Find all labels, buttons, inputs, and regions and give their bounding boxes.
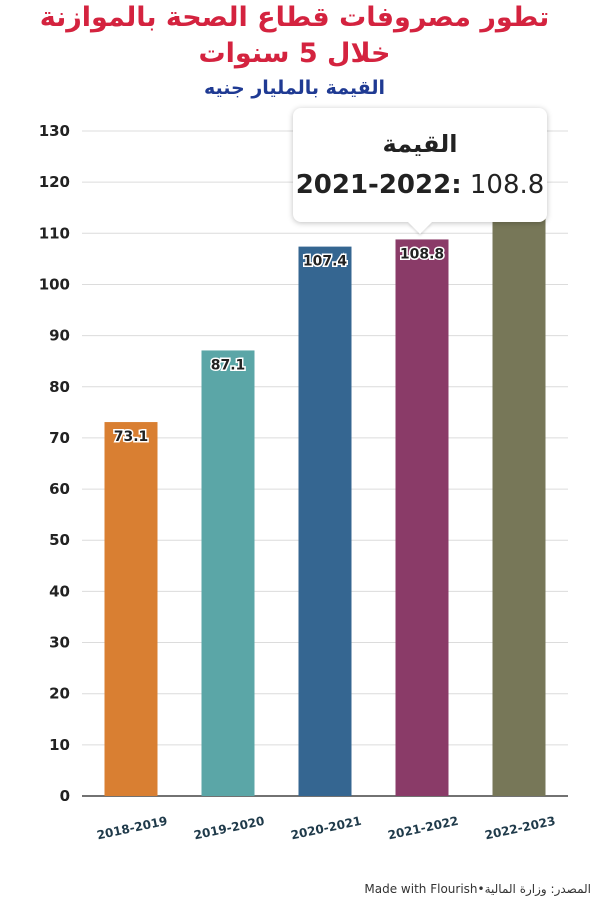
footer-source: المصدر: وزارة المالية [484, 882, 591, 896]
y-tick-label: 20 [49, 685, 70, 703]
value-tooltip: القيمة 2021-2022: 108.8 [293, 108, 547, 222]
y-tick-label: 70 [49, 429, 70, 447]
chart-title-line2: خلال 5 سنوات [198, 38, 391, 69]
y-tick-label: 90 [49, 327, 70, 345]
y-tick-label: 60 [49, 480, 70, 498]
y-tick-label: 130 [39, 122, 70, 140]
bar [492, 140, 546, 796]
bar [104, 422, 158, 796]
y-tick-label: 50 [49, 531, 70, 549]
footer-separator: • [477, 882, 485, 896]
x-tick-label: 2019-2020 [193, 814, 266, 843]
tooltip-value: 108.8 [469, 170, 545, 200]
tooltip-body: 2021-2022: 108.8 [293, 170, 547, 200]
x-tick-label: 2018-2019 [96, 814, 169, 843]
bar [201, 350, 255, 796]
tooltip-title: القيمة [382, 130, 458, 158]
y-tick-label: 30 [49, 634, 70, 652]
x-tick-label: 2020-2021 [290, 814, 363, 843]
y-tick-label: 110 [39, 224, 70, 242]
bar [298, 246, 352, 797]
bar-data-label: 73.1 [114, 429, 149, 445]
chart-title-line1: تطور مصروفات قطاع الصحة بالموازنة [39, 2, 550, 33]
tooltip-category: 2021-2022: [295, 170, 462, 200]
bar-data-label: 87.1 [211, 357, 246, 373]
footer-made-with-link[interactable]: Made with Flourish [364, 882, 478, 896]
footer: Made with Flourish • المصدر: وزارة المال… [364, 882, 591, 896]
y-tick-label: 0 [60, 787, 70, 805]
y-tick-label: 40 [49, 582, 70, 600]
bar [395, 239, 449, 796]
y-tick-label: 10 [49, 736, 70, 754]
chart-title: تطور مصروفات قطاع الصحة بالموازنة خلال 5… [0, 0, 589, 72]
bar-data-label: 107.4 [303, 254, 348, 270]
x-tick-label: 2022-2023 [484, 814, 557, 843]
x-tick-label: 2021-2022 [387, 814, 460, 843]
bar-data-label: 108.8 [400, 246, 444, 262]
y-tick-label: 120 [39, 173, 70, 191]
chart-subtitle: القيمة بالمليار جنيه [203, 77, 386, 99]
y-tick-label: 80 [49, 378, 70, 396]
y-tick-label: 100 [39, 275, 70, 293]
